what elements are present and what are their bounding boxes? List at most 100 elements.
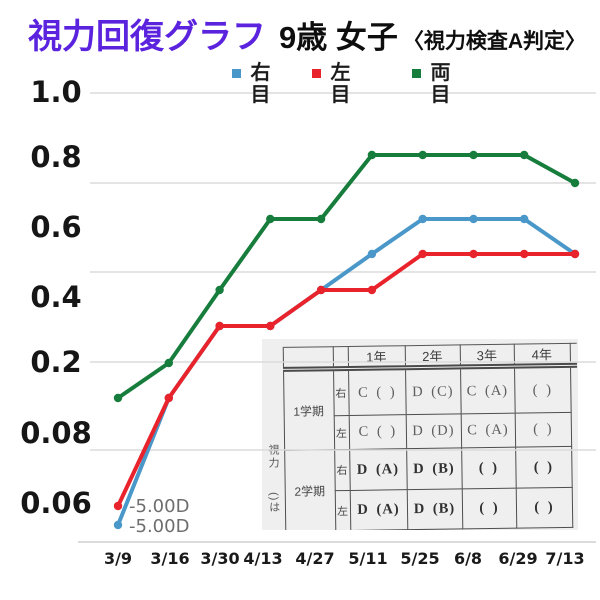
- data-point: [215, 321, 224, 331]
- y-tick-label: 0.2: [30, 345, 82, 379]
- data-point: [164, 393, 173, 403]
- table-header-blank: [332, 346, 349, 369]
- legend-item: 右目: [232, 62, 272, 106]
- data-point: [520, 214, 529, 224]
- data-point: [164, 393, 173, 403]
- legend-label: 右目: [250, 62, 271, 106]
- table-header-grade: 2年: [404, 344, 461, 368]
- table-row: 2学期右 D (A) D (B)( )( ): [262, 446, 578, 530]
- title-subject: 9歳 女子: [279, 20, 398, 55]
- data-point: [520, 249, 529, 259]
- record-cell: ( ): [515, 487, 573, 529]
- data-point: [316, 285, 326, 295]
- y-tick-label: 0.8: [30, 140, 82, 174]
- table-edge-cell: [572, 487, 578, 527]
- record-cell: ( ): [514, 365, 571, 414]
- table-header-edge: [569, 343, 578, 366]
- record-cell: ( ): [514, 412, 572, 448]
- record-cell: C ( ): [348, 367, 406, 416]
- record-cell: D (B): [406, 488, 463, 530]
- data-point: [418, 214, 427, 224]
- term-label: 2学期: [284, 449, 336, 530]
- record-cell: ( ): [461, 447, 516, 489]
- x-tick-label: 6/8: [453, 549, 483, 568]
- record-cell: ( ): [461, 488, 517, 529]
- data-point: [266, 321, 275, 331]
- data-point: [520, 150, 529, 160]
- x-tick-label: 4/27: [295, 549, 335, 568]
- y-tick-label: 0.6: [30, 210, 82, 244]
- table-side-label-cell: 視力 ()は: [262, 347, 286, 530]
- y-tick-label: 0.4: [30, 280, 82, 314]
- record-cell: D (D): [405, 413, 462, 449]
- x-tick-label: 3/9: [103, 549, 133, 568]
- data-point: [316, 285, 326, 295]
- data-point: [215, 321, 224, 331]
- table-row: 1学期右 C ( ) D (C) C (A)( ): [262, 365, 578, 451]
- annotation-left-eye-diopter: -5.00D: [129, 496, 190, 517]
- y-tick-label: 0.08: [20, 416, 92, 450]
- record-cell: C ( ): [348, 414, 407, 450]
- record-cell: C (A): [460, 413, 516, 448]
- table-header-blank: [282, 346, 334, 370]
- x-tick-label: 4/13: [243, 549, 283, 568]
- chart-legend: 右目 左目 両目: [0, 62, 600, 110]
- table-header-grade: 3年: [459, 344, 515, 367]
- title-main: 視力回復グラフ: [28, 18, 266, 56]
- term-label: 1学期: [283, 368, 335, 451]
- eye-label: 左: [333, 415, 350, 450]
- legend-item: 左目: [312, 62, 352, 106]
- annotation-right-eye-diopter: -5.00D: [129, 516, 190, 537]
- data-point: [418, 249, 427, 259]
- data-point: [316, 214, 326, 224]
- legend-swatch: [232, 69, 241, 78]
- x-tick-label: 5/11: [348, 549, 388, 568]
- x-tick-label: 5/25: [400, 549, 440, 568]
- data-point: [469, 150, 478, 160]
- legend-swatch: [412, 69, 421, 78]
- data-point: [266, 214, 275, 224]
- data-point: [469, 249, 478, 259]
- data-point: [570, 249, 580, 259]
- record-cell: ( ): [515, 446, 572, 489]
- data-point: [469, 214, 478, 224]
- record-cell: D (B): [406, 447, 462, 490]
- data-point: [113, 520, 123, 530]
- x-tick-label: 3/30: [200, 549, 240, 568]
- eye-label: 右: [333, 368, 349, 416]
- data-point: [113, 393, 123, 403]
- x-tick-label: 6/29: [498, 549, 538, 568]
- data-point: [164, 358, 173, 368]
- page-title: 視力回復グラフ 9歳 女子 〈視力検査A判定〉: [28, 9, 586, 58]
- school-record-table: 視力 ()は 1年 2年 3年 4年 1学期右 C ( ) D (C) C (A)( ) 左 C ( …: [262, 343, 578, 530]
- eye-label: 右: [334, 449, 350, 491]
- legend-item: 両目: [412, 62, 452, 106]
- data-point: [215, 285, 224, 295]
- data-point: [266, 321, 275, 331]
- table-edge-cell: [571, 412, 578, 446]
- table-edge-cell: [570, 365, 578, 412]
- data-point: [570, 249, 580, 259]
- data-point: [113, 501, 123, 511]
- data-point: [367, 150, 377, 160]
- table-header-grade: 4年: [513, 343, 571, 367]
- data-point: [570, 178, 580, 188]
- data-point: [418, 150, 427, 160]
- x-tick-label: 7/13: [545, 549, 585, 568]
- vision-vertical-label: 視力: [266, 443, 280, 470]
- record-cell: C (A): [460, 366, 515, 414]
- table-edge-cell: [571, 446, 578, 487]
- table-header-grade: 1年: [347, 345, 406, 369]
- data-point: [367, 249, 377, 259]
- data-point: [367, 285, 377, 295]
- record-cell: D (C): [405, 366, 461, 415]
- legend-swatch: [312, 69, 321, 78]
- legend-label: 左目: [330, 62, 351, 106]
- record-cell: D (A): [349, 448, 407, 491]
- record-cell: D (A): [349, 489, 408, 530]
- x-tick-label: 3/16: [150, 549, 190, 568]
- legend-label: 両目: [430, 62, 451, 106]
- parenthesis-note-label: ()は: [267, 491, 280, 513]
- school-record-inset: 視力 ()は 1年 2年 3年 4年 1学期右 C ( ) D (C) C (A)( ) 左 C ( …: [262, 339, 578, 530]
